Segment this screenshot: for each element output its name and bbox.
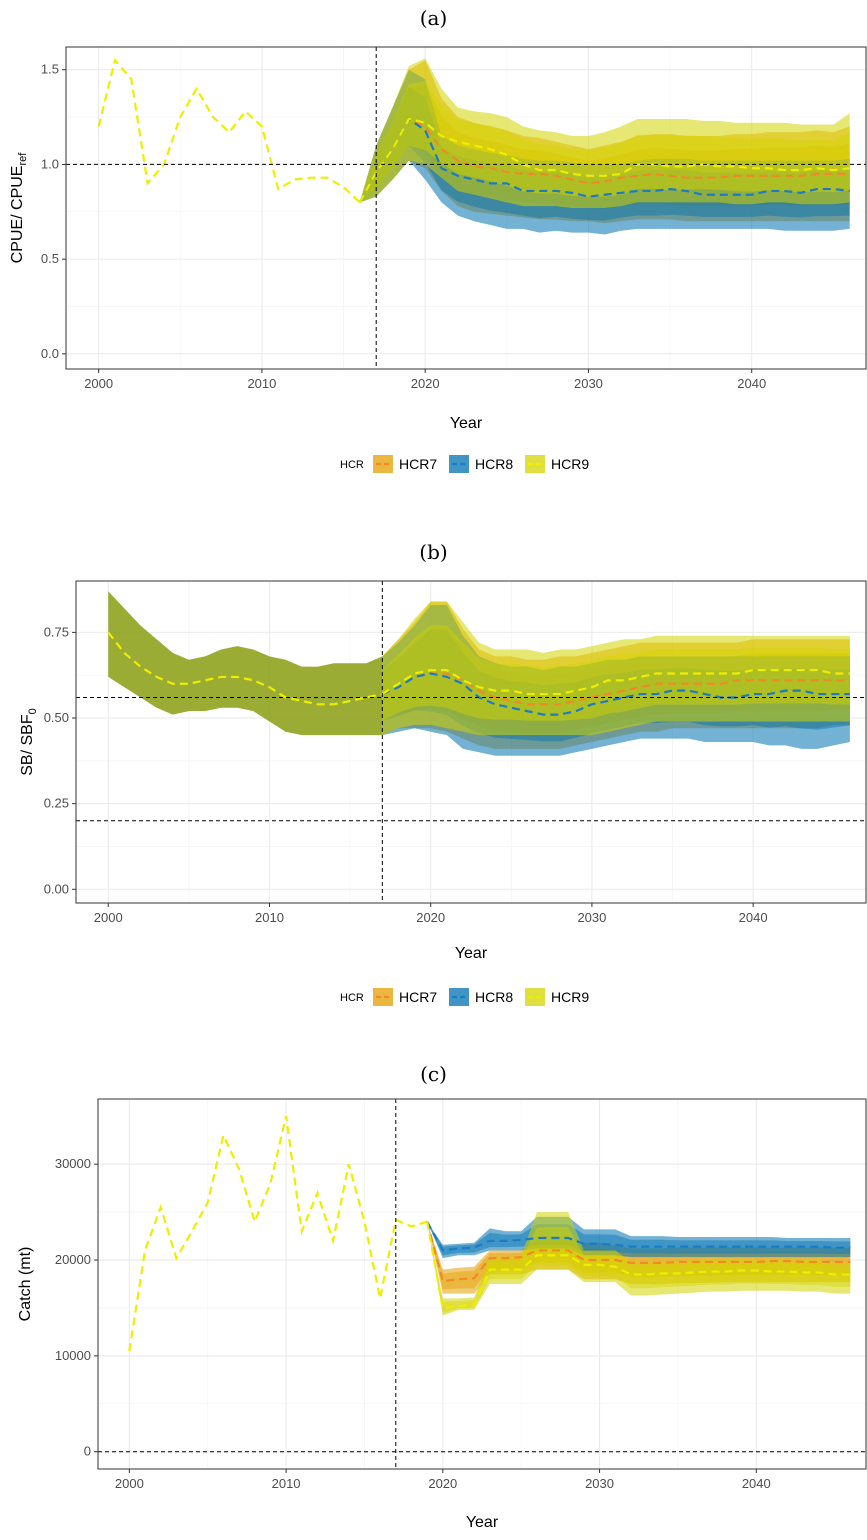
- median-line-hcr7: [381, 672, 850, 706]
- x-axis-title: Year: [466, 1514, 499, 1531]
- legend-title: HCR: [340, 459, 364, 471]
- x-tick-label: 2000: [94, 910, 123, 925]
- x-tick-label: 2010: [272, 1476, 301, 1491]
- x-tick-label: 2040: [742, 1476, 771, 1491]
- legend-swatch-hcr9: [525, 455, 545, 473]
- legend-swatch-hcr8: [449, 455, 469, 473]
- ribbon-inner-hcr9: [359, 80, 850, 203]
- x-tick-label: 2020: [428, 1476, 457, 1491]
- historical-line: [97, 57, 361, 204]
- legend: HCR HCR7 HCR8 HCR9: [340, 455, 589, 473]
- x-tick-label: 2010: [247, 376, 276, 391]
- legend-swatch-hcr7: [373, 988, 393, 1006]
- x-tick-label: 2030: [574, 376, 603, 391]
- cpue-chart: 2000 2010 2020 2030 2040 0.0 0.5 1.0 1.5 Year CPUE…: [9, 46, 867, 473]
- plot-border: [97, 1098, 867, 1470]
- y-tick-label: 0.5: [41, 251, 59, 266]
- legend-label-hcr9: HCR9: [551, 989, 589, 1005]
- ribbon-outer-hcr9: [382, 601, 850, 736]
- panel-a: (a) 2000 2010 2020 2030 2040 0.0 0.5 1.0 1.5 Year…: [0, 0, 867, 512]
- y-tick-label: 0.50: [44, 710, 69, 725]
- median-line-hcr7: [358, 117, 850, 203]
- y-tick-label: 30000: [55, 1156, 91, 1171]
- x-tick-label: 2020: [416, 910, 445, 925]
- legend-label-hcr8: HCR8: [475, 989, 513, 1005]
- x-tick-label: 2040: [739, 910, 768, 925]
- panel-a-label: (a): [419, 6, 448, 30]
- ribbon-inner-hcr9: [427, 1221, 851, 1313]
- x-tick-label: 2030: [577, 910, 606, 925]
- x-tick-label: 2000: [115, 1476, 144, 1491]
- y-tick-label: 10000: [55, 1348, 91, 1363]
- median-line-hcr9: [358, 117, 850, 203]
- legend-label-hcr8: HCR8: [475, 456, 513, 472]
- x-axis-title: Year: [450, 415, 483, 432]
- legend: HCR HCR7 HCR8 HCR9: [340, 988, 589, 1006]
- y-tick-label: 0.25: [44, 796, 69, 811]
- y-tick-label: 0.75: [44, 624, 69, 639]
- panel-b-label: (b): [419, 540, 448, 564]
- y-tick-label: 0.00: [44, 881, 69, 896]
- plot-border: [75, 580, 867, 904]
- y-tick-label: 1.5: [41, 62, 59, 77]
- x-tick-label: 2040: [737, 376, 766, 391]
- x-axis-title: Year: [455, 945, 488, 962]
- legend-title: HCR: [340, 992, 364, 1004]
- y-tick-label: 20000: [55, 1252, 91, 1267]
- legend-label-hcr7: HCR7: [399, 456, 437, 472]
- y-tick-label: 0: [84, 1444, 91, 1459]
- median-line-hcr8: [381, 672, 850, 716]
- median-line-hcr9: [381, 668, 850, 696]
- plot-border: [65, 46, 867, 370]
- panel-c-label: (c): [420, 1062, 447, 1086]
- legend-label-hcr7: HCR7: [399, 989, 437, 1005]
- panel-b: (b) 2000 2010 2020 2030 2040 0.00 0.25 0.50 0.75…: [0, 512, 867, 1030]
- catch-chart: 2000 2010 2020 2030 2040 0 10000 20000 30000 Year…: [17, 1098, 867, 1531]
- legend-swatch-hcr7: [373, 455, 393, 473]
- legend-swatch-hcr8: [449, 988, 469, 1006]
- legend-swatch-hcr9: [525, 988, 545, 1006]
- x-tick-label: 2010: [255, 910, 284, 925]
- y-axis-title: SB/ SBF0: [19, 708, 39, 775]
- median-line-hcr8: [358, 117, 850, 203]
- x-tick-label: 2020: [411, 376, 440, 391]
- y-axis-title: CPUE/ CPUEref: [9, 152, 29, 264]
- historical-band: [108, 591, 383, 736]
- y-axis-title: Catch (mt): [17, 1247, 34, 1322]
- historical-line: [107, 631, 383, 706]
- sb-chart: 2000 2010 2020 2030 2040 0.00 0.25 0.50 0.75 Year…: [19, 580, 867, 1006]
- y-tick-label: 1.0: [41, 156, 59, 171]
- ribbon-outer-hcr9: [359, 58, 850, 208]
- legend-label-hcr9: HCR9: [551, 456, 589, 472]
- historical-line: [128, 1116, 428, 1352]
- panel-c: (c) 2000 2010 2020 2030 2040 0 10000 20000 30000…: [0, 1030, 867, 1540]
- median-line-hcr9: [426, 1221, 851, 1310]
- x-tick-label: 2000: [84, 376, 113, 391]
- y-tick-label: 0.0: [41, 346, 59, 361]
- x-tick-label: 2030: [585, 1476, 614, 1491]
